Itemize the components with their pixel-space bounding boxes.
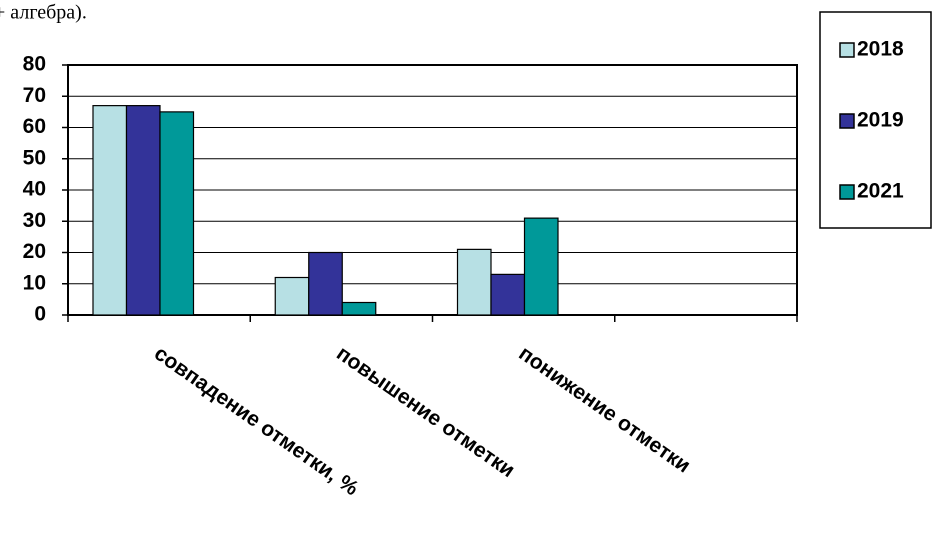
y-tick-label: 70 <box>23 84 46 107</box>
x-tick-label: повышение отметки <box>332 342 519 482</box>
y-tick-label: 40 <box>23 178 46 201</box>
bar <box>159 111 195 316</box>
legend-label: 2018 <box>857 38 904 61</box>
legend-swatch <box>839 184 855 200</box>
x-tick-label: понижение отметки <box>514 342 694 478</box>
y-tick-label: 10 <box>23 271 46 294</box>
legend-label: 2019 <box>857 109 904 132</box>
bar <box>125 105 161 316</box>
legend-swatch <box>839 42 855 58</box>
bar <box>523 217 559 316</box>
top-text: + алгебра). <box>0 2 87 24</box>
legend-swatch <box>839 113 855 129</box>
bar <box>490 273 526 316</box>
legend-label: 2021 <box>857 180 904 203</box>
bar <box>308 251 343 316</box>
bar <box>92 105 128 316</box>
y-tick-label: 60 <box>23 115 46 138</box>
bar <box>456 248 492 316</box>
y-tick-label: 50 <box>23 146 46 169</box>
y-tick-label: 20 <box>23 240 46 263</box>
legend-box <box>819 11 932 229</box>
y-tick-label: 0 <box>34 303 46 326</box>
y-tick-label: 80 <box>23 53 46 76</box>
x-tick-label: совпадение отметки, % <box>150 342 363 501</box>
bar <box>274 276 310 316</box>
bar <box>341 301 377 316</box>
y-tick-label: 30 <box>23 209 46 232</box>
